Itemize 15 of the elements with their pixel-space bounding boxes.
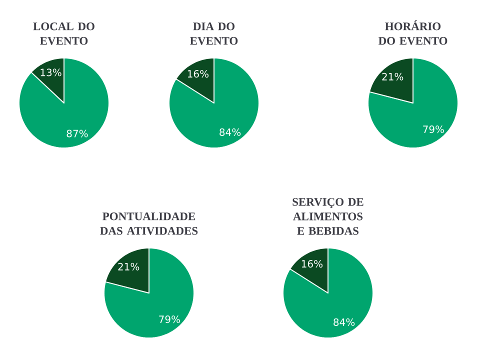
data-label: 21%: [382, 72, 404, 80]
data-label: 84%: [220, 128, 241, 136]
data-label: 79%: [423, 126, 444, 134]
chart-title: PONTUALIDADE DAS ATIVIDADES: [100, 212, 198, 235]
data-label: 21%: [118, 262, 140, 270]
data-label: 79%: [159, 316, 180, 324]
chart-title: LOCAL DO EVENTO: [33, 22, 94, 45]
data-label: 87%: [66, 130, 88, 138]
data-label: 16%: [302, 260, 323, 268]
chart-title: SERVIÇO DE ALIMENTOS E BEBIDAS: [292, 198, 364, 235]
data-label: 16%: [188, 70, 209, 78]
data-label: 13%: [40, 68, 62, 76]
data-label: 84%: [334, 318, 355, 326]
chart-title: HORÁRIO DO EVENTO: [378, 20, 448, 45]
chart-title: DIA DO EVENTO: [190, 22, 238, 45]
